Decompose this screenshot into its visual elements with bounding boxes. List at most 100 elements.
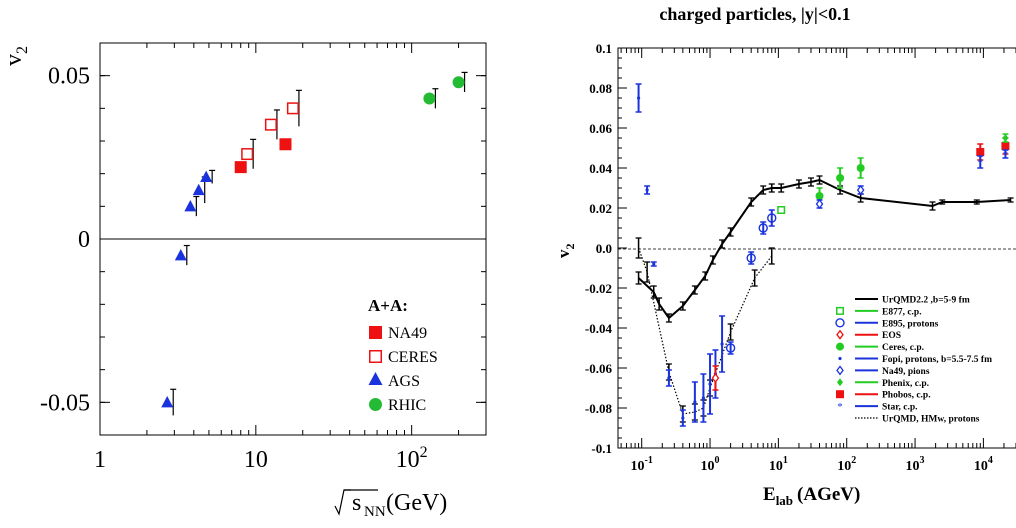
legend-label-ags: AGS: [388, 373, 420, 390]
left-point-ceres: [264, 118, 277, 131]
right-x-tick-label: 10-1: [631, 455, 653, 474]
right-point-fopi-protons-b-5-5-7-5-fm: [645, 188, 649, 192]
right-point-phobos-c-p: [1001, 142, 1010, 150]
left-data-points: [161, 71, 468, 416]
right-legend-item-phenix-c-p: Phenix, c.p.: [837, 378, 929, 389]
right-point-fopi-protons-b-5-5-7-5-fm: [636, 96, 641, 100]
right-point-fopi-protons-b-5-5-7-5-fm: [667, 376, 671, 380]
legend-marker-na49: [369, 326, 382, 339]
legend-item-rhic: RHIC: [369, 397, 426, 414]
right-y-tick-label: -0.04: [585, 321, 613, 336]
right-x-tick-label: 104: [974, 455, 993, 474]
right-legend-label: Star, c.p.: [882, 403, 918, 413]
left-y-tick-label: 0.05: [48, 64, 90, 90]
right-x-tick-label: 101: [769, 455, 788, 474]
right-y-tick-label: 0.04: [589, 161, 612, 176]
right-legend-label: Fopi, protons, b=5.5-7.5 fm: [882, 355, 992, 365]
right-point-ceres-c-p: [815, 192, 824, 200]
left-y-tick-label: -0.05: [40, 390, 90, 416]
right-legend-marker: [837, 378, 843, 387]
left-point-na49: [279, 138, 292, 151]
right-y-tick-label: -0.06: [585, 361, 613, 376]
right-y-tick-label: 0.08: [589, 81, 612, 96]
right-legend-label: Phobos, c.p.: [882, 391, 931, 401]
left-point-ags: [200, 170, 213, 183]
right-y-tick-label: 0.06: [589, 121, 612, 136]
left-legend: A+A: NA49 CERES AGS RHIC: [368, 296, 438, 414]
right-legend-label: UrQMD2.2 ,b=5-9 fm: [882, 296, 970, 306]
right-point-na49-pions: [815, 198, 824, 210]
right-point-fopi-protons-b-5-5-7-5-fm: [701, 396, 706, 400]
left-x-tick-label: 102: [396, 444, 428, 473]
right-legend-marker: [836, 306, 844, 315]
right-point-e895-protons: [767, 213, 777, 223]
right-point-e895-protons: [725, 343, 736, 353]
left-point-ags: [174, 249, 187, 261]
right-point-fopi-protons-b-5-5-7-5-fm: [720, 342, 724, 346]
right-legend-label: E877, c.p.: [882, 307, 922, 317]
left-x-axis-label-root: s: [352, 490, 361, 516]
right-y-tick-label: 0.0: [596, 241, 612, 256]
right-legend-item-urqmd2-2-b-5-9-fm: UrQMD2.2 ,b=5-9 fm: [855, 296, 970, 306]
urqmd-hmw-curve-line: [638, 247, 773, 415]
right-legend-item-ceres-c-p: Ceres, c.p.: [836, 342, 924, 353]
left-point-ags: [184, 200, 197, 212]
right-legend-item-eos: EOS: [836, 329, 901, 341]
right-point-fopi-protons-b-5-5-7-5-fm: [693, 400, 697, 404]
right-y-tick-label: -0.1: [591, 441, 612, 456]
right-point-ceres-c-p: [836, 174, 845, 182]
right-point-na49-pions: [856, 184, 865, 196]
right-legend-item-phobos-c-p: Phobos, c.p.: [836, 390, 931, 401]
right-plot-frame: [617, 47, 1016, 449]
right-point-fopi-protons-b-5-5-7-5-fm: [652, 262, 656, 266]
right-legend-label: Na49, pions: [882, 367, 930, 377]
right-point-star-c-p: *: [1003, 149, 1009, 161]
right-legend-marker: [835, 318, 845, 328]
left-x-axis-label: s NN (GeV): [334, 489, 447, 520]
right-ticks: 10-1 100 101 102 103 104 0.1 0.08 0.06 0.04 0.02 0.…: [585, 41, 1016, 474]
right-y-axis-label: v2: [554, 244, 577, 259]
right-x-tick-label: 100: [701, 455, 720, 474]
left-x-axis-label-sub: NN: [364, 504, 386, 520]
right-y-tick-label: 0.02: [589, 201, 612, 216]
left-x-tick-label: 10: [244, 447, 268, 473]
left-point-ags: [192, 183, 205, 196]
legend-label-na49: NA49: [388, 325, 427, 342]
legend-item-na49: NA49: [369, 325, 427, 342]
right-y-tick-label: -0.08: [585, 401, 613, 416]
left-x-tick-label: 1: [94, 447, 106, 473]
legend-marker-ags: [368, 372, 383, 385]
right-legend-marker: [838, 356, 842, 361]
left-point-na49: [234, 161, 247, 174]
left-x-axis-label-unit: (GeV): [386, 490, 447, 516]
right-chart-title: charged particles, |y|<0.1: [659, 4, 850, 24]
right-y-tick-label: -0.02: [585, 281, 612, 296]
right-legend-item-urqmd-hmw-protons: UrQMD, HMw, protons: [855, 415, 980, 425]
right-point-e877-c-p: [777, 206, 786, 214]
right-legend-marker: [836, 342, 844, 351]
right-legend-label: E895, protons: [882, 319, 939, 329]
right-legend-marker: [836, 329, 844, 340]
legend-label-ceres: CERES: [388, 349, 438, 366]
right-point-eos: [711, 372, 720, 384]
right-chart: charged particles, |y|<0.1 10-1 100 101 102…: [554, 4, 1016, 508]
right-legend-item-na49-pions: Na49, pions: [836, 365, 930, 377]
right-point-ceres-c-p: [856, 164, 865, 172]
right-legend-label: Phenix, c.p.: [882, 379, 929, 389]
left-point-rhic: [452, 76, 465, 89]
left-y-axis-label: v2: [1, 46, 31, 66]
right-point-e895-protons: [746, 253, 756, 263]
right-legend-marker: [836, 390, 844, 399]
right-point-e895-protons: [758, 223, 768, 233]
right-legend-marker: [836, 365, 844, 376]
left-legend-title: A+A:: [368, 296, 408, 315]
left-ticks: 1 10 102 0.05 0 -0.05: [40, 42, 487, 473]
right-point-star-c-p: *: [978, 157, 984, 169]
right-legend-label: UrQMD, HMw, protons: [882, 415, 980, 425]
right-legend-marker: *: [837, 401, 843, 413]
right-legend-label: Ceres, c.p.: [882, 343, 924, 353]
right-point-phobos-c-p: [976, 148, 985, 156]
right-point-fopi-protons-b-5-5-7-5-fm: [681, 416, 685, 420]
